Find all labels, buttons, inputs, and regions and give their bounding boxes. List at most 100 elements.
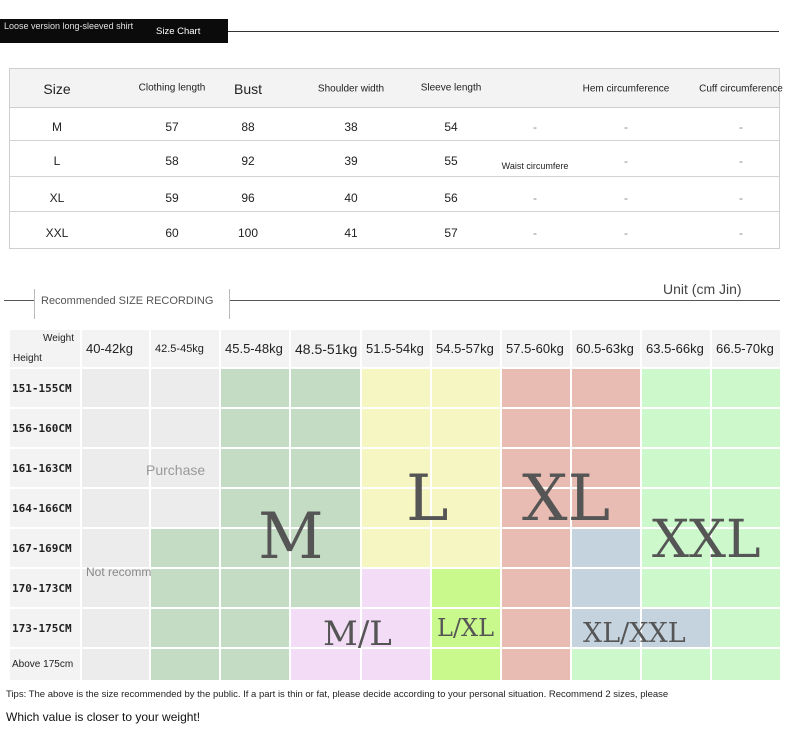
recommendation-cell [291,569,362,609]
weight-column-header: 40-42kg [82,330,151,369]
recommendation-cell [291,649,362,682]
corner-height-label: Height [13,353,42,364]
section-label-frame [34,289,230,319]
recommendation-cell [432,649,502,682]
size-table-column-header: Cuff circumference [699,83,783,95]
size-table: Size Clothing length Bust Shoulder width Sle… [9,68,783,249]
size-table-column-header: Bust [233,81,263,97]
weight-column-header: 54.5-57kg [432,330,502,369]
weight-column-header: 57.5-60kg [502,330,572,369]
size-table-cell: 39 [344,154,358,168]
size-table-cell: 38 [344,120,358,134]
recommendation-cell [572,369,642,409]
size-table-cell: - [624,226,628,240]
size-table-cell: 59 [165,191,179,205]
size-zone-m: M [258,500,324,574]
tips-text: Tips: The above is the size recommended … [6,689,669,700]
recommendation-cell [432,489,502,529]
height-row-label: 170-173CM [10,569,82,609]
size-table-cell: 92 [241,154,255,168]
size-table-column-header: Clothing length [138,82,206,94]
recommendation-cell [221,649,291,682]
recommendation-cell [82,609,151,649]
size-zone-l: L [406,462,449,536]
recommendation-cell [712,489,782,529]
section-title: Recommended SIZE RECORDING [41,295,214,307]
weight-column-header: 45.5-48kg [221,330,291,369]
recommendation-cell [572,449,642,489]
weight-column-header: 42.5-45kg [151,330,221,369]
size-table-cell: - [533,120,537,134]
recommendation-cell [362,609,432,649]
recommendation-cell [642,449,712,489]
product-subtitle: Loose version long-sleeved shirt [4,21,134,31]
recommendation-cell [221,489,291,529]
recommendation-cell [291,409,362,449]
recommendation-cell [642,569,712,609]
size-table-cell: - [739,120,743,134]
row-divider [10,211,779,212]
recommendation-cell [432,409,502,449]
size-table-cell: 100 [237,226,259,240]
recommendation-cell [572,569,642,609]
size-table-size-label: XL [49,191,65,205]
size-table-column-header: Hem circumference [582,83,670,95]
recommendation-cell [82,569,151,609]
recommendation-cell [221,409,291,449]
size-table-cell: - [624,120,628,134]
recommendation-cell [642,489,712,529]
weight-column-header: 63.5-66kg [642,330,712,369]
size-table-column-header: Shoulder width [317,83,385,95]
header-rule [0,31,779,32]
recommendation-cell [221,609,291,649]
question-text: Which value is closer to your weight! [6,710,201,724]
row-divider [10,176,779,177]
size-table-header [10,69,779,108]
recommendation-cell [432,369,502,409]
purchase-label: Purchase [146,462,206,478]
size-table-cell: 57 [165,120,179,134]
recommendation-cell [362,569,432,609]
height-row-label: 164-166CM [10,489,82,529]
recommendation-cell [151,569,221,609]
recommendation-cell [572,649,642,682]
section-rule-left [4,300,34,301]
weight-column-header: 60.5-63kg [572,330,642,369]
size-table-cell: 41 [344,226,358,240]
recommendation-cell [291,369,362,409]
size-zone-ml: M/L [323,614,392,654]
recommendation-cell [642,409,712,449]
recommendation-cell [432,529,502,569]
size-table-cell: 88 [241,120,255,134]
recommendation-cell [712,449,782,489]
recommendation-cell [502,529,572,569]
row-divider [10,140,779,141]
recommendation-cell [502,409,572,449]
unit-label: Unit (cm Jin) [663,281,742,297]
not-recommended-label: Not recomm [86,565,152,579]
size-table-cell: 57 [444,226,458,240]
recommendation-cell [291,489,362,529]
recommendation-cell [362,489,432,529]
corner-weight-label: Weight [43,333,74,344]
weight-column-header: 51.5-54kg [362,330,432,369]
recommendation-cell [712,409,782,449]
recommendation-cell [291,449,362,489]
recommendation-cell [362,369,432,409]
size-table-size-label: XXL [45,226,69,240]
recommendation-cell [432,569,502,609]
recommendation-cell [712,569,782,609]
size-table-column-header: Size [43,81,71,97]
recommendation-cell [712,649,782,682]
recommendation-cell [151,609,221,649]
size-table-cell: - [739,154,743,168]
size-table-cell: - [739,191,743,205]
size-zone-xxl: XXL [652,510,761,570]
recommendation-cell [712,609,782,649]
recommendation-cell [82,649,151,682]
recommendation-cell [151,369,221,409]
weight-column-header: 66.5-70kg [712,330,782,369]
recommendation-cell [642,609,712,649]
size-table-cell: 56 [444,191,458,205]
size-table-cell: 58 [165,154,179,168]
